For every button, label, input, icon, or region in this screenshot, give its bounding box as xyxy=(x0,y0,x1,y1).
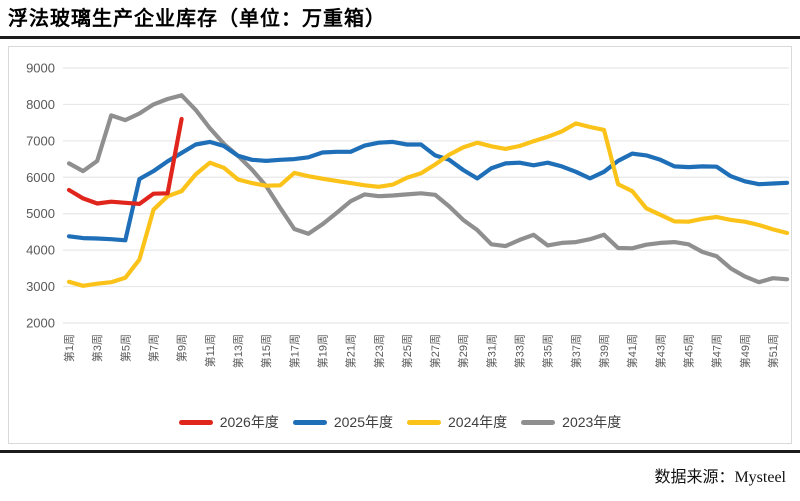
y-tick-label: 9000 xyxy=(26,61,55,76)
x-tick-label: 第41周 xyxy=(625,334,639,368)
x-tick-label: 第25周 xyxy=(400,334,414,368)
legend-item-2023年度: 2023年度 xyxy=(521,412,621,432)
legend-swatch-icon xyxy=(292,419,327,425)
x-tick-label: 第11周 xyxy=(203,334,217,367)
x-tick-label: 第5周 xyxy=(118,334,132,362)
x-tick-label: 第51周 xyxy=(766,334,780,368)
y-axis-labels: 9000 8000 7000 6000 5000 4000 3000 2000 xyxy=(26,61,55,331)
chart-title: 浮法玻璃生产企业库存（单位：万重箱） xyxy=(8,8,386,30)
y-tick-label: 4000 xyxy=(26,243,55,258)
legend-item-2024年度: 2024年度 xyxy=(407,412,507,432)
chart-svg: 90008000700060005000400030002000 第1周 第3周第… xyxy=(26,61,790,368)
series-line-2026年度 xyxy=(66,116,184,206)
chart-area: 9000 8000 7000 6000 5000 4000 3000 2000 第1周 第3周第… xyxy=(8,46,792,444)
x-tick-label: 第27周 xyxy=(428,334,442,368)
x-tick-label: 第17周 xyxy=(287,334,301,368)
x-tick-label: 第37周 xyxy=(569,334,583,368)
gridlines xyxy=(63,67,789,324)
series-line-2023年度 xyxy=(66,93,790,285)
top-rule xyxy=(0,36,800,39)
legend-label: 2026年度 xyxy=(219,414,279,430)
legend-item-2026年度: 2026年度 xyxy=(178,412,279,432)
x-tick-label: 第29周 xyxy=(456,334,470,368)
header: 浮法玻璃生产企业库存（单位：万重箱） xyxy=(0,0,800,36)
y-tick-label: 7000 xyxy=(26,133,55,148)
x-tick-label: 第7周 xyxy=(146,334,160,362)
y-tick-label: 5000 xyxy=(26,206,55,221)
x-tick-label: 第1周 xyxy=(62,334,76,362)
legend: 2026年度 2025年度 2024年度 2023年度 xyxy=(9,401,791,443)
x-tick-label: 第31周 xyxy=(484,334,498,368)
bottom-rule xyxy=(0,450,800,453)
legend-swatch-icon xyxy=(407,419,441,425)
x-tick-label: 第23周 xyxy=(372,334,386,368)
legend-label: 2025年度 xyxy=(333,414,393,430)
x-tick-label: 第13周 xyxy=(231,334,245,368)
x-tick-label: 第35周 xyxy=(541,334,555,368)
legend-swatch-icon xyxy=(178,419,213,425)
y-tick-label: 8000 xyxy=(26,97,55,112)
x-tick-label: 第43周 xyxy=(653,334,667,368)
x-tick-label: 第9周 xyxy=(175,334,189,362)
x-axis-labels: 第1周 第3周 第5周 第7周 第9周 第11周 第13周 第15周 第17周 第19周 第21周第… xyxy=(62,334,780,368)
x-tick-label: 第3周 xyxy=(90,334,104,362)
legend-label: 2024年度 xyxy=(448,414,508,430)
x-tick-label: 第19周 xyxy=(315,334,329,368)
series-line-2025年度 xyxy=(66,139,790,243)
data-source: 数据来源：Mysteel xyxy=(654,469,786,486)
series-line-2024年度 xyxy=(66,121,790,288)
x-tick-label: 第15周 xyxy=(259,334,273,368)
legend-item-2025年度: 2025年度 xyxy=(292,412,393,432)
legend-label: 2023年度 xyxy=(562,414,622,430)
x-tick-label: 第21周 xyxy=(344,334,358,368)
x-tick-label: 第47周 xyxy=(710,334,724,368)
x-tick-label: 第45周 xyxy=(682,334,696,368)
legend-swatch-icon xyxy=(521,419,556,425)
y-tick-label: 2000 xyxy=(26,316,55,331)
y-tick-label: 3000 xyxy=(26,279,55,294)
x-tick-label: 第39周 xyxy=(597,334,611,368)
x-tick-label: 第49周 xyxy=(738,334,752,368)
x-tick-label: 第33周 xyxy=(513,334,527,368)
series-lines xyxy=(66,93,790,288)
y-tick-label: 6000 xyxy=(26,170,55,185)
